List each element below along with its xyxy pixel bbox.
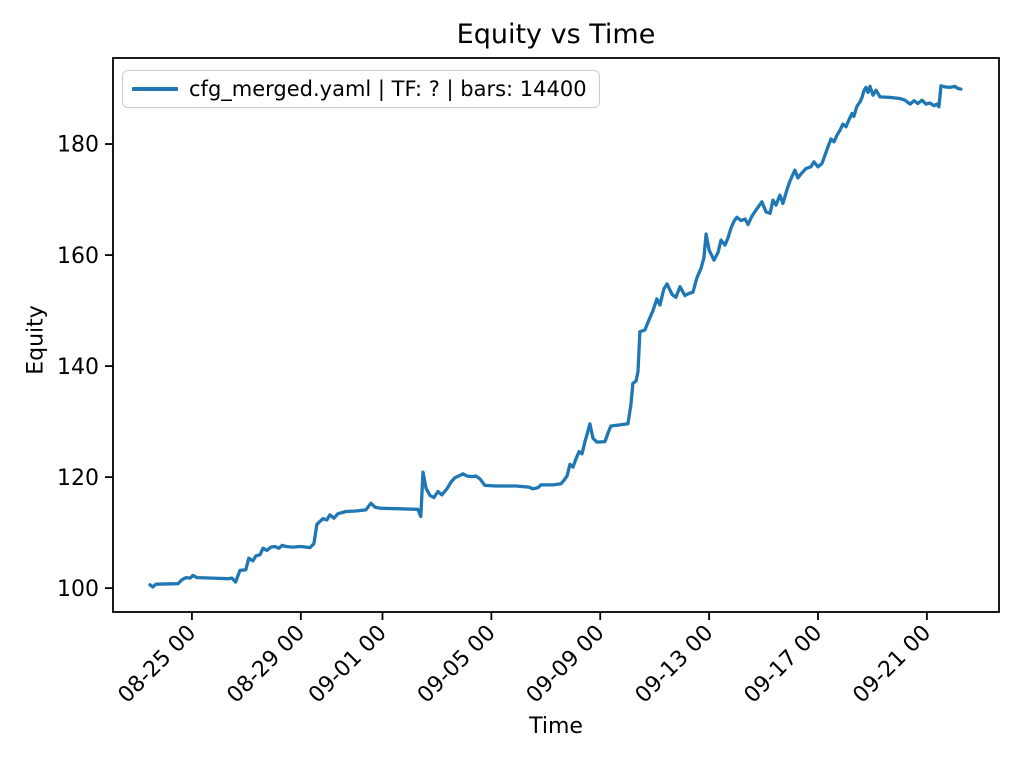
x-tick-label: 09-21 00 xyxy=(848,621,936,709)
x-tick-label: 09-13 00 xyxy=(631,621,719,709)
y-tick-label: 100 xyxy=(57,577,99,602)
equity-series-line xyxy=(148,84,963,589)
legend-label: cfg_merged.yaml | TF: ? | bars: 14400 xyxy=(189,76,587,101)
y-axis-ticks: 100 120 140 160 180 xyxy=(57,133,113,602)
x-tick-label: 09-05 00 xyxy=(413,621,501,709)
y-axis-label: Equity xyxy=(23,305,49,375)
axes-frame xyxy=(112,57,1000,613)
legend-line-swatch xyxy=(132,87,178,91)
y-tick-label: 160 xyxy=(57,244,99,269)
x-tick-label: 09-17 00 xyxy=(740,621,828,709)
legend-box: cfg_merged.yaml | TF: ? | bars: 14400 xyxy=(122,70,600,108)
y-tick-label: 180 xyxy=(57,133,99,158)
y-tick-label: 140 xyxy=(57,355,99,380)
x-tick-label: 09-09 00 xyxy=(522,621,610,709)
x-tick-label: 08-29 00 xyxy=(222,621,310,709)
x-tick-label: 08-25 00 xyxy=(114,621,202,709)
chart-title: Equity vs Time xyxy=(456,19,656,50)
x-tick-label: 09-01 00 xyxy=(304,621,392,709)
y-tick-label: 120 xyxy=(57,466,99,491)
x-axis-label: Time xyxy=(529,714,583,739)
